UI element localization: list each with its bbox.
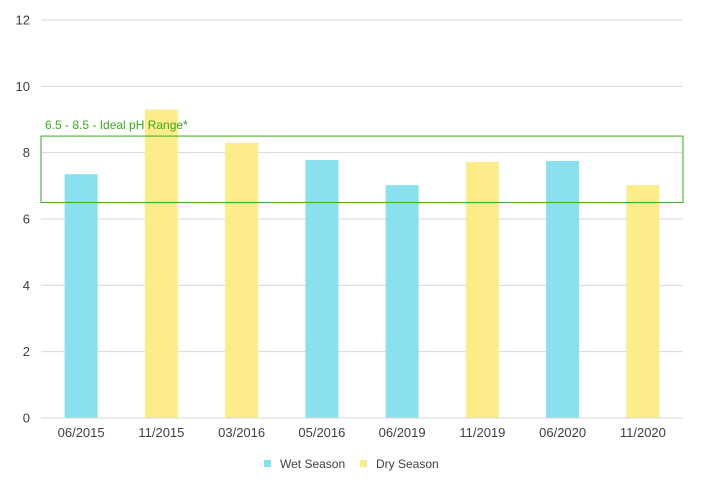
x-tick-label: 06/2019 <box>379 425 426 440</box>
bar-11/2015 <box>144 109 178 419</box>
x-tick-label: 06/2020 <box>539 425 586 440</box>
y-tick-label: 2 <box>23 344 30 359</box>
y-tick-label: 12 <box>16 13 30 28</box>
x-tick-label: 05/2016 <box>298 425 345 440</box>
bar-11/2019 <box>465 161 499 418</box>
bar-06/2015 <box>64 174 98 418</box>
y-tick-label: 10 <box>16 79 30 94</box>
ideal-ph-range-band <box>40 135 684 203</box>
gridlines <box>41 19 683 353</box>
y-tick-label: 8 <box>23 145 30 160</box>
x-tick-label: 03/2016 <box>218 425 265 440</box>
x-tick-label: 11/2015 <box>138 425 184 440</box>
bar-03/2016 <box>225 142 259 418</box>
x-tick-label: 06/2015 <box>58 425 105 440</box>
bar-05/2016 <box>305 159 339 419</box>
y-tick-label: 4 <box>23 278 30 293</box>
legend: Wet Season Dry Season <box>264 457 439 471</box>
legend-label: Dry Season <box>376 457 439 471</box>
y-axis-ticks: 0 2 4 6 8 10 12 <box>16 13 30 426</box>
y-tick-label: 0 <box>23 411 30 426</box>
x-axis-ticks: 06/2015 11/2015 03/2016 05/2016 06/2019 11/20… <box>58 425 666 440</box>
ideal-ph-range-label: 6.5 - 8.5 - Ideal pH Range* <box>45 118 188 132</box>
x-tick-label: 11/2020 <box>620 425 666 440</box>
bar-06/2019 <box>385 185 419 418</box>
bar-11/2020 <box>626 185 660 418</box>
legend-swatch <box>264 460 271 467</box>
y-tick-label: 6 <box>23 212 30 227</box>
legend-label: Wet Season <box>280 457 345 471</box>
legend-swatch <box>360 460 367 467</box>
bars <box>64 109 660 419</box>
x-tick-label: 11/2019 <box>459 425 505 440</box>
bar-06/2020 <box>546 160 580 419</box>
